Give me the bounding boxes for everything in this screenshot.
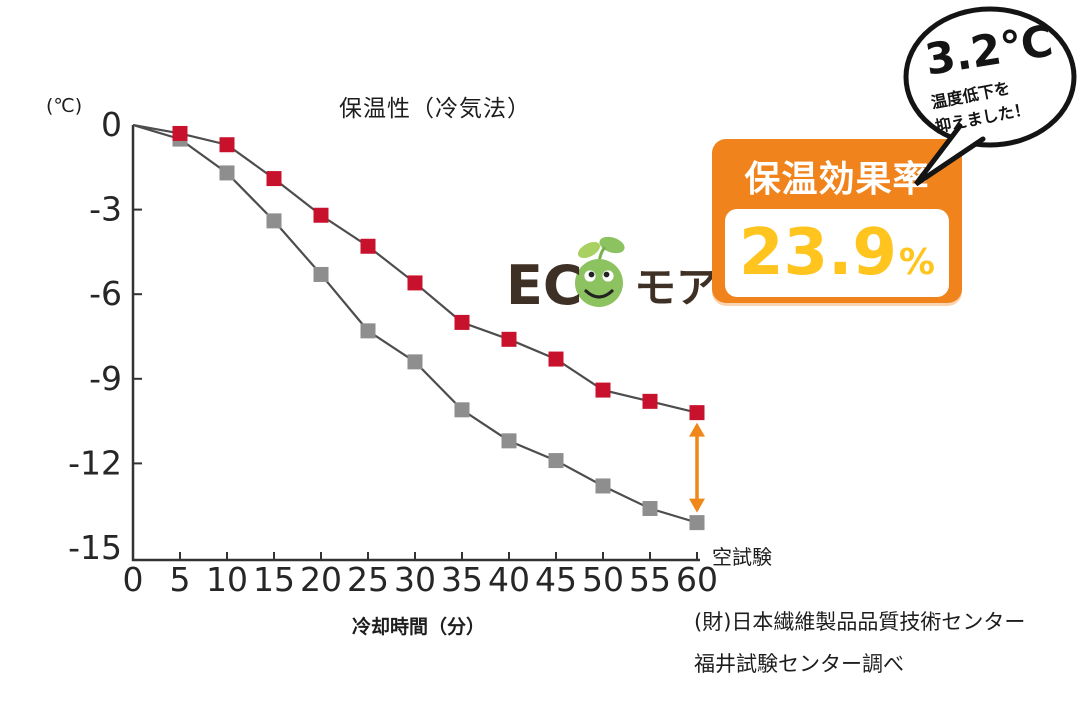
eco-logo-face xyxy=(575,236,625,307)
data-point-marker xyxy=(219,137,235,153)
data-point-marker xyxy=(407,354,423,370)
data-point-marker xyxy=(548,351,564,367)
data-point-marker xyxy=(642,393,658,409)
data-point-marker xyxy=(360,238,376,254)
heat-retention-rate-badge: 保温効果率 23.9 % xyxy=(712,139,962,303)
logo-text-ec: EC xyxy=(506,254,583,317)
data-point-marker xyxy=(689,515,705,531)
data-point-marker xyxy=(172,125,188,141)
y-axis-tick-label: -12 xyxy=(68,443,122,482)
blank-test-series-label: 空試験 xyxy=(712,545,772,569)
logo-eye-left xyxy=(584,270,596,282)
y-axis-tick-label: -9 xyxy=(89,359,122,398)
y-axis-tick-label: -3 xyxy=(89,190,122,229)
badge-value-box: 23.9 % xyxy=(725,209,949,297)
difference-arrow-head-up xyxy=(689,422,705,437)
data-point-marker xyxy=(454,402,470,418)
series-line xyxy=(132,123,698,524)
logo-pupil-left xyxy=(588,271,595,278)
data-point-marker xyxy=(407,275,423,291)
data-point-marker xyxy=(642,501,658,517)
series-line xyxy=(132,123,698,414)
logo-pupil-right xyxy=(603,271,610,278)
x-axis-title: 冷却時間（分） xyxy=(352,616,486,638)
data-point-marker xyxy=(313,207,329,223)
attribution-line-1: (財)日本繊維製品品質技術センター xyxy=(694,610,1026,634)
x-axis-tick-label: 10 xyxy=(206,560,248,599)
x-axis-tick-label: 15 xyxy=(253,560,295,599)
x-axis-tick-label: 45 xyxy=(535,560,577,599)
badge-unit: % xyxy=(898,241,935,283)
y-axis-unit-label: (℃) xyxy=(46,95,83,117)
data-point-marker xyxy=(313,266,329,282)
x-axis-tick-label: 5 xyxy=(170,560,191,599)
badge-value: 23.9 xyxy=(739,216,897,290)
data-point-marker xyxy=(689,405,705,421)
y-axis-tick-label: -15 xyxy=(68,528,122,567)
x-axis-tick-label: 0 xyxy=(123,560,144,599)
data-point-marker xyxy=(266,213,282,229)
difference-arrow-head-down xyxy=(689,498,705,513)
data-point-marker xyxy=(219,165,235,181)
x-axis-tick-label: 30 xyxy=(394,560,436,599)
logo-leaf-right xyxy=(599,236,625,254)
data-point-marker xyxy=(595,478,611,494)
y-axis-tick-label: -6 xyxy=(89,274,122,313)
logo-text-moa: モア xyxy=(634,263,719,312)
x-axis-tick-label: 50 xyxy=(582,560,624,599)
data-point-marker xyxy=(454,314,470,330)
logo-sprout-stem xyxy=(597,246,607,264)
data-point-marker xyxy=(266,171,282,187)
logo-smile xyxy=(584,289,614,299)
plot-area: 0-3-6-9-12-150 5 10 15 20 25 30 35 40 45 50 55 60 xyxy=(68,105,718,599)
data-point-marker xyxy=(501,331,517,347)
x-axis-tick-label: 55 xyxy=(629,560,671,599)
data-point-marker xyxy=(548,453,564,469)
x-axis-tick-label: 35 xyxy=(441,560,483,599)
chart-title: 保温性（冷気法） xyxy=(339,96,531,122)
axis-lines xyxy=(131,125,700,562)
data-point-marker xyxy=(360,323,376,339)
badge-title: 保温効果率 xyxy=(744,159,930,200)
x-axis-tick-label: 20 xyxy=(300,560,342,599)
y-axis-tick-label: 0 xyxy=(101,105,122,144)
attribution-line-2: 福井試験センター調べ xyxy=(694,652,904,676)
x-axis-tick-label: 25 xyxy=(347,560,389,599)
data-point-marker xyxy=(595,382,611,398)
data-point-marker xyxy=(501,433,517,449)
logo-eye-right xyxy=(602,270,614,282)
data-point-marker xyxy=(172,131,188,147)
x-axis-tick-label: 40 xyxy=(488,560,530,599)
